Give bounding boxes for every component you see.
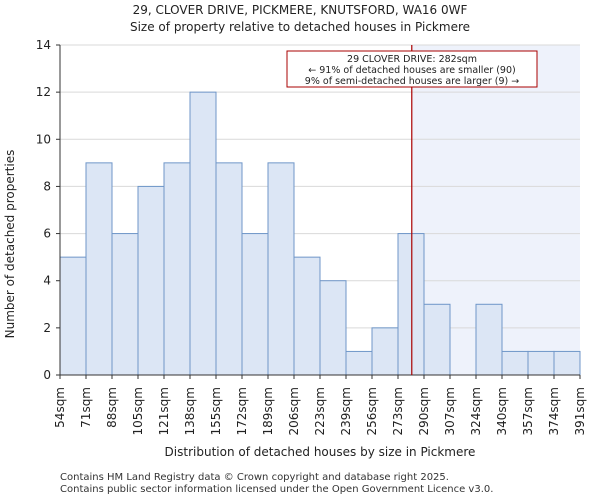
y-tick-label: 2	[43, 321, 51, 335]
x-tick-label: 357sqm	[521, 387, 535, 435]
bar	[475, 303, 503, 376]
x-tick-label: 273sqm	[391, 387, 405, 435]
x-tick-label: 54sqm	[53, 387, 67, 428]
x-tick-label: 374sqm	[547, 387, 561, 435]
x-tick-label: 324sqm	[469, 387, 483, 435]
bar	[501, 350, 529, 376]
bar	[397, 233, 425, 376]
bar	[189, 91, 217, 376]
x-tick-label: 239sqm	[339, 387, 353, 435]
copyright-notice: Contains HM Land Registry data © Crown c…	[60, 472, 449, 483]
bar	[163, 162, 191, 376]
x-tick-label: 189sqm	[261, 387, 275, 435]
bar	[137, 185, 165, 376]
licence-notice: Contains public sector information licen…	[60, 484, 494, 495]
bar	[59, 256, 87, 376]
bar	[85, 162, 113, 376]
bar	[371, 327, 399, 376]
x-tick-label: 256sqm	[365, 387, 379, 435]
bar	[241, 233, 269, 376]
annotation-line: 29 CLOVER DRIVE: 282sqm	[347, 54, 477, 65]
x-tick-label: 121sqm	[157, 387, 171, 435]
bar	[423, 303, 451, 376]
bar	[319, 280, 347, 376]
y-tick-label: 14	[36, 38, 51, 52]
x-tick-label: 172sqm	[235, 387, 249, 435]
x-tick-label: 88sqm	[105, 387, 119, 428]
bar	[267, 162, 295, 376]
x-tick-label: 307sqm	[443, 387, 457, 435]
x-tick-label: 206sqm	[287, 387, 301, 435]
y-tick-label: 10	[36, 132, 51, 146]
annotation-line: 9% of semi-detached houses are larger (9…	[305, 76, 519, 87]
x-axis-title: Distribution of detached houses by size …	[165, 445, 476, 459]
y-tick-label: 0	[43, 368, 51, 382]
y-tick-label: 12	[36, 85, 51, 99]
y-tick-label: 8	[43, 179, 51, 193]
x-tick-label: 138sqm	[183, 387, 197, 435]
y-axis-title: Number of detached properties	[3, 150, 17, 339]
x-tick-label: 71sqm	[79, 387, 93, 428]
chart-title: 29, CLOVER DRIVE, PICKMERE, KNUTSFORD, W…	[132, 3, 468, 17]
x-tick-label: 223sqm	[313, 387, 327, 435]
bar	[553, 350, 581, 376]
x-tick-label: 391sqm	[573, 387, 587, 435]
bar	[293, 256, 321, 376]
annotation-line: ← 91% of detached houses are smaller (90…	[308, 65, 515, 76]
chart-subtitle: Size of property relative to detached ho…	[129, 20, 470, 34]
bar	[111, 233, 139, 376]
y-tick-label: 6	[43, 227, 51, 241]
bar	[215, 162, 243, 376]
annotation-box	[286, 50, 538, 88]
bar	[527, 350, 555, 376]
x-tick-label: 105sqm	[131, 387, 145, 435]
bar	[345, 350, 373, 376]
x-tick-label: 290sqm	[417, 387, 431, 435]
x-tick-label: 155sqm	[209, 387, 223, 435]
x-tick-label: 340sqm	[495, 387, 509, 435]
y-tick-label: 4	[43, 274, 51, 288]
